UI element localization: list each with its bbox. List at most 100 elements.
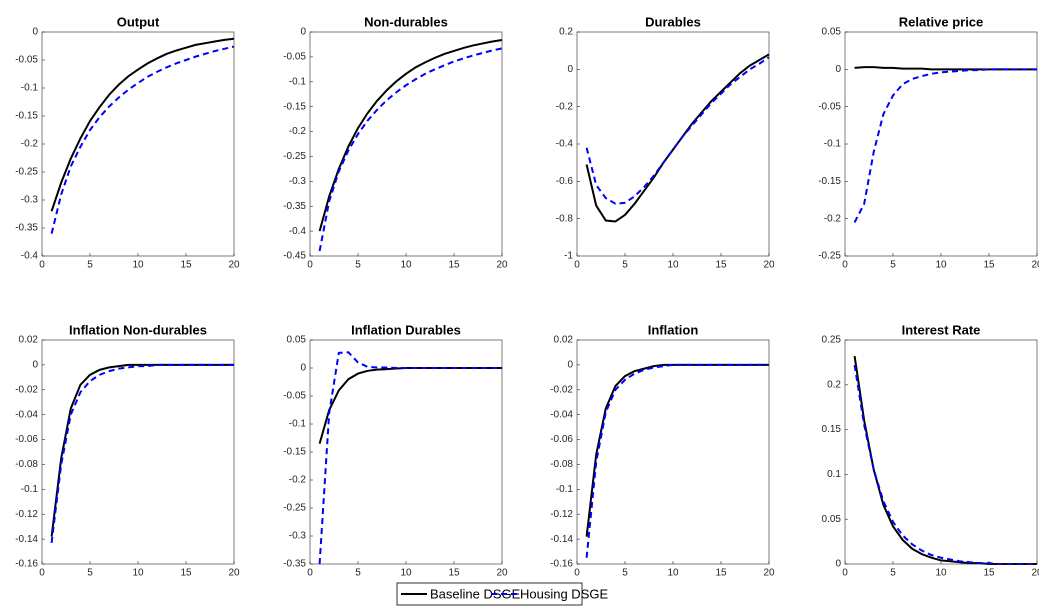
y-tick-label: -0.25 bbox=[283, 503, 306, 514]
y-tick-label: -0.45 bbox=[283, 251, 306, 262]
x-tick-label: 15 bbox=[448, 260, 460, 271]
subplot: Relative price -0.25 -0.2 -0.15 -0.1 -0.05 0 0.… bbox=[818, 14, 1039, 270]
y-tick-label: -0.1 bbox=[556, 484, 574, 495]
axes-box bbox=[844, 339, 1038, 565]
y-tick-label: -0.6 bbox=[556, 176, 574, 187]
y-tick-label: -0.1 bbox=[289, 76, 307, 87]
y-tick-label: -0.15 bbox=[818, 176, 841, 187]
y-tick-label: -0.2 bbox=[556, 101, 574, 112]
axes-box bbox=[844, 31, 1038, 257]
x-tick-label: 10 bbox=[132, 260, 144, 271]
plot-area bbox=[845, 32, 1037, 256]
x-tick-label: 20 bbox=[1031, 260, 1039, 271]
y-tick-label: 0.05 bbox=[822, 27, 842, 38]
y-tick-label: -0.12 bbox=[550, 509, 573, 520]
y-tick-label: -0.16 bbox=[15, 559, 38, 570]
y-tick-label: -0.16 bbox=[550, 559, 573, 570]
y-tick-label: -0.04 bbox=[15, 409, 38, 420]
y-tick-label: -0.4 bbox=[289, 226, 307, 237]
y-tick-label: -0.1 bbox=[289, 419, 307, 430]
x-tick-label: 5 bbox=[890, 260, 896, 271]
subplot-title: Output bbox=[117, 14, 160, 29]
x-tick-label: 20 bbox=[1031, 568, 1039, 579]
axes-box bbox=[576, 31, 770, 257]
x-tick-label: 0 bbox=[307, 260, 313, 271]
x-tick-label: 20 bbox=[496, 568, 508, 579]
x-tick-label: 20 bbox=[763, 568, 775, 579]
y-tick-label: -0.25 bbox=[15, 167, 38, 178]
y-tick-label: -0.35 bbox=[15, 223, 38, 234]
y-tick-label: -0.2 bbox=[824, 213, 842, 224]
axes-box bbox=[576, 339, 770, 565]
subplot: Output -0.4 -0.35 -0.3 -0.25 -0.2 -0.15 -0.1 -0.… bbox=[15, 14, 240, 270]
y-tick-label: 0.2 bbox=[559, 27, 573, 38]
plot-area bbox=[577, 340, 769, 564]
y-tick-label: -0.3 bbox=[289, 176, 307, 187]
x-tick-label: 15 bbox=[983, 568, 995, 579]
y-tick-label: 0 bbox=[835, 64, 841, 75]
y-tick-label: -0.05 bbox=[15, 55, 38, 66]
series-line bbox=[585, 56, 770, 205]
subplot: Interest Rate 0 0.05 0.1 0.15 0.2 0.25 0 5 10 15 20 bbox=[822, 322, 1039, 578]
axes-box bbox=[41, 339, 235, 565]
y-tick-label: -0.08 bbox=[15, 459, 38, 470]
y-tick-label: -0.1 bbox=[21, 484, 39, 495]
axes-box bbox=[309, 31, 503, 257]
y-tick-label: 0.05 bbox=[822, 514, 842, 525]
y-tick-label: -0.02 bbox=[550, 384, 573, 395]
x-tick-label: 0 bbox=[842, 260, 848, 271]
y-tick-label: -0.04 bbox=[550, 409, 573, 420]
legend-label: Housing DSGE bbox=[520, 586, 608, 601]
series-line bbox=[853, 68, 1037, 223]
series-line bbox=[50, 363, 234, 543]
y-tick-label: -0.4 bbox=[556, 139, 574, 150]
y-tick-label: -0.1 bbox=[21, 83, 39, 94]
y-tick-label: 0.1 bbox=[827, 469, 841, 480]
y-tick-label: 0.25 bbox=[822, 335, 842, 346]
y-tick-label: -0.15 bbox=[283, 101, 306, 112]
plot-area bbox=[577, 32, 769, 256]
y-tick-label: 0 bbox=[32, 360, 38, 371]
x-tick-label: 20 bbox=[763, 260, 775, 271]
x-tick-label: 10 bbox=[400, 260, 412, 271]
subplot-title: Relative price bbox=[899, 14, 984, 29]
x-tick-label: 15 bbox=[715, 568, 727, 579]
y-tick-label: -0.12 bbox=[15, 509, 38, 520]
x-tick-label: 5 bbox=[355, 260, 361, 271]
y-tick-label: -0.2 bbox=[21, 139, 39, 150]
y-tick-label: -0.02 bbox=[15, 384, 38, 395]
y-tick-label: 0.2 bbox=[827, 379, 841, 390]
subplot: Non-durables -0.45 -0.4 -0.35 -0.3 -0.25 -0.2 -… bbox=[283, 14, 508, 270]
x-tick-label: 15 bbox=[180, 260, 192, 271]
x-tick-label: 10 bbox=[667, 568, 679, 579]
y-tick-label: 0 bbox=[835, 559, 841, 570]
subplot-title: Interest Rate bbox=[902, 322, 981, 337]
y-tick-label: 0.15 bbox=[822, 424, 842, 435]
x-tick-label: 15 bbox=[180, 568, 192, 579]
y-tick-label: -0.35 bbox=[283, 559, 306, 570]
x-tick-label: 5 bbox=[890, 568, 896, 579]
subplot-title: Inflation Non-durables bbox=[69, 322, 207, 337]
y-tick-label: 0.05 bbox=[287, 335, 307, 346]
x-tick-label: 10 bbox=[132, 568, 144, 579]
y-tick-label: -0.05 bbox=[283, 391, 306, 402]
x-tick-label: 5 bbox=[87, 568, 93, 579]
x-tick-label: 20 bbox=[496, 260, 508, 271]
subplot-title: Non-durables bbox=[364, 14, 448, 29]
y-tick-label: -0.25 bbox=[818, 251, 841, 262]
x-tick-label: 20 bbox=[228, 568, 240, 579]
y-tick-label: 0 bbox=[567, 64, 573, 75]
y-tick-label: -0.25 bbox=[283, 151, 306, 162]
x-tick-label: 5 bbox=[355, 568, 361, 579]
x-tick-label: 0 bbox=[574, 260, 580, 271]
subplot-title: Inflation bbox=[648, 322, 699, 337]
y-tick-label: -1 bbox=[564, 251, 573, 262]
y-tick-label: 0 bbox=[567, 360, 573, 371]
subplot: Inflation Non-durables -0.16 -0.14 -0.12 -0.… bbox=[15, 322, 240, 578]
x-tick-label: 5 bbox=[87, 260, 93, 271]
series-line bbox=[318, 47, 503, 252]
y-tick-label: -0.06 bbox=[15, 434, 38, 445]
subplot-title: Inflation Durables bbox=[351, 322, 461, 337]
plot-area bbox=[845, 340, 1037, 564]
